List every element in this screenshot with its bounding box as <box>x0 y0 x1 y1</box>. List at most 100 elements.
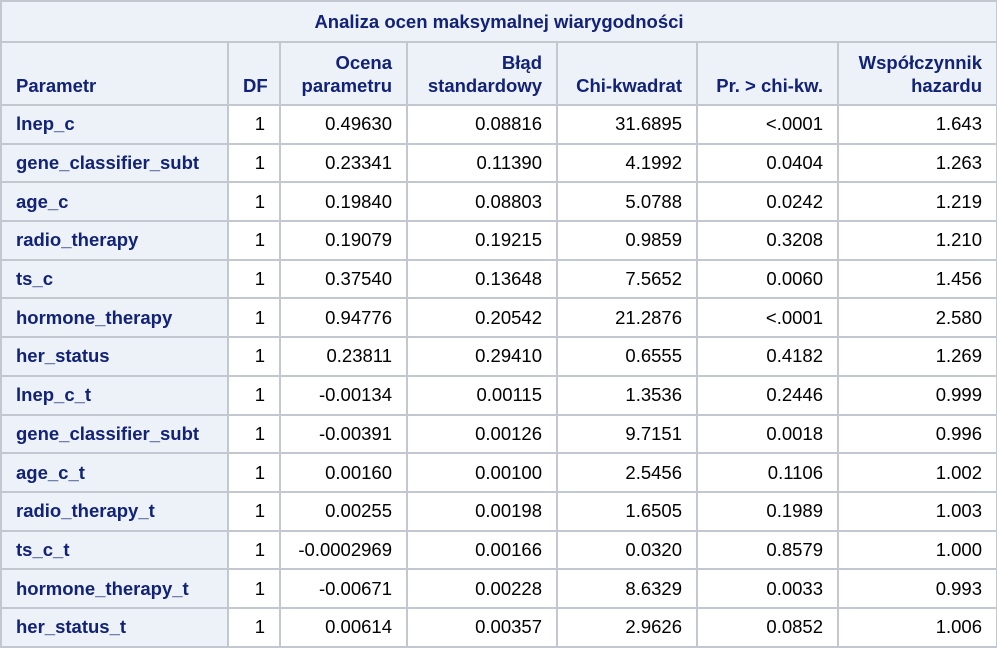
table-row: her_status_t 1 0.00614 0.00357 2.9626 0.0852 1… <box>0 606 997 648</box>
cell-df: 1 <box>227 336 281 377</box>
cell-hazard-ratio: 0.999 <box>837 374 997 416</box>
header-estimate: Ocena parametru <box>279 41 408 106</box>
cell-df: 1 <box>227 258 281 300</box>
table-row: age_c 1 0.19840 0.08803 5.0788 0.0242 1.219 <box>0 181 997 223</box>
cell-p-value: 0.1989 <box>696 490 839 532</box>
cell-p-value: <.0001 <box>696 297 839 339</box>
cell-hazard-ratio: 1.003 <box>837 490 997 532</box>
cell-std-error: 0.00126 <box>406 413 558 455</box>
header-std-error-line-1: Błąd <box>501 52 542 73</box>
cell-std-error: 0.08803 <box>406 181 558 223</box>
cell-df: 1 <box>227 413 281 455</box>
header-p-value-line: Pr. > chi-kw. <box>716 75 823 96</box>
header-chi-square: Chi-kwadrat <box>556 41 698 106</box>
cell-chi-square: 4.1992 <box>556 142 698 184</box>
cell-std-error: 0.00357 <box>406 606 558 648</box>
cell-p-value: 0.1106 <box>696 452 839 493</box>
cell-parameter: ts_c_t <box>0 529 229 571</box>
cell-p-value: <.0001 <box>696 104 839 145</box>
table-row: ts_c 1 0.37540 0.13648 7.5652 0.0060 1.456 <box>0 258 997 300</box>
header-hazard-ratio-line-1: Współczynnik <box>858 52 982 73</box>
cell-df: 1 <box>227 374 281 416</box>
cell-parameter: ts_c <box>0 258 229 300</box>
table-row: hormone_therapy_t 1 -0.00671 0.00228 8.6329 0… <box>0 568 997 609</box>
cell-chi-square: 2.9626 <box>556 606 698 648</box>
header-std-error-line-2: standardowy <box>427 75 542 96</box>
cell-estimate: 0.94776 <box>279 297 408 339</box>
cell-hazard-ratio: 1.210 <box>837 220 997 261</box>
header-parametr-line: Parametr <box>16 75 97 96</box>
cell-parameter: her_status_t <box>0 606 229 648</box>
cell-p-value: 0.0018 <box>696 413 839 455</box>
cell-estimate: 0.19079 <box>279 220 408 261</box>
cell-df: 1 <box>227 529 281 571</box>
cell-chi-square: 8.6329 <box>556 568 698 609</box>
table-row: her_status 1 0.23811 0.29410 0.6555 0.4182 1.2… <box>0 336 997 377</box>
cell-estimate: 0.37540 <box>279 258 408 300</box>
cell-std-error: 0.00198 <box>406 490 558 532</box>
cell-parameter: radio_therapy_t <box>0 490 229 532</box>
cell-df: 1 <box>227 142 281 184</box>
header-estimate-line-1: Ocena <box>335 52 392 73</box>
cell-p-value: 0.0060 <box>696 258 839 300</box>
cell-hazard-ratio: 1.006 <box>837 606 997 648</box>
cell-hazard-ratio: 0.993 <box>837 568 997 609</box>
cell-hazard-ratio: 1.002 <box>837 452 997 493</box>
header-df: DF <box>227 41 281 106</box>
cell-std-error: 0.13648 <box>406 258 558 300</box>
cell-parameter: her_status <box>0 336 229 377</box>
cell-estimate: 0.49630 <box>279 104 408 145</box>
cell-p-value: 0.8579 <box>696 529 839 571</box>
cell-parameter: hormone_therapy_t <box>0 568 229 609</box>
cell-estimate: 0.00255 <box>279 490 408 532</box>
cell-parameter: lnep_c_t <box>0 374 229 416</box>
cell-estimate: 0.00614 <box>279 606 408 648</box>
cell-parameter: gene_classifier_subt <box>0 142 229 184</box>
cell-std-error: 0.00115 <box>406 374 558 416</box>
cell-parameter: hormone_therapy <box>0 297 229 339</box>
cell-std-error: 0.20542 <box>406 297 558 339</box>
cell-chi-square: 7.5652 <box>556 258 698 300</box>
table-row: gene_classifier_subt 1 -0.00391 0.00126 9.71… <box>0 413 997 455</box>
cell-p-value: 0.0404 <box>696 142 839 184</box>
cell-df: 1 <box>227 181 281 223</box>
header-p-value: Pr. > chi-kw. <box>696 41 839 106</box>
cell-std-error: 0.00166 <box>406 529 558 571</box>
table-title: Analiza ocen maksymalnej wiarygodności <box>0 0 997 43</box>
table-row: ts_c_t 1 -0.0002969 0.00166 0.0320 0.8579 1.00… <box>0 529 997 571</box>
cell-std-error: 0.00228 <box>406 568 558 609</box>
cell-df: 1 <box>227 297 281 339</box>
cell-hazard-ratio: 1.643 <box>837 104 997 145</box>
cell-df: 1 <box>227 568 281 609</box>
cell-chi-square: 9.7151 <box>556 413 698 455</box>
cell-p-value: 0.3208 <box>696 220 839 261</box>
cell-chi-square: 5.0788 <box>556 181 698 223</box>
table-row: lnep_c 1 0.49630 0.08816 31.6895 <.0001 1.643 <box>0 104 997 145</box>
header-parametr: Parametr <box>0 41 229 106</box>
cell-estimate: -0.00671 <box>279 568 408 609</box>
cell-p-value: 0.0033 <box>696 568 839 609</box>
cell-std-error: 0.19215 <box>406 220 558 261</box>
cell-chi-square: 1.6505 <box>556 490 698 532</box>
header-hazard-ratio-line-2: hazardu <box>911 75 982 96</box>
cell-chi-square: 0.9859 <box>556 220 698 261</box>
cell-std-error: 0.08816 <box>406 104 558 145</box>
cell-estimate: -0.00134 <box>279 374 408 416</box>
header-row: Parametr DF Ocena parametru Błąd standar… <box>0 41 997 106</box>
header-df-line: DF <box>243 75 268 96</box>
header-chi-square-line: Chi-kwadrat <box>576 75 682 96</box>
cell-df: 1 <box>227 490 281 532</box>
cell-estimate: 0.23341 <box>279 142 408 184</box>
cell-hazard-ratio: 2.580 <box>837 297 997 339</box>
cell-hazard-ratio: 1.000 <box>837 529 997 571</box>
cell-parameter: lnep_c <box>0 104 229 145</box>
cell-hazard-ratio: 1.456 <box>837 258 997 300</box>
cell-df: 1 <box>227 606 281 648</box>
cell-chi-square: 31.6895 <box>556 104 698 145</box>
table-row: age_c_t 1 0.00160 0.00100 2.5456 0.1106 1.002 <box>0 452 997 493</box>
table-row: gene_classifier_subt 1 0.23341 0.11390 4.199… <box>0 142 997 184</box>
table-row: lnep_c_t 1 -0.00134 0.00115 1.3536 0.2446 0.99… <box>0 374 997 416</box>
cell-df: 1 <box>227 220 281 261</box>
cell-p-value: 0.2446 <box>696 374 839 416</box>
